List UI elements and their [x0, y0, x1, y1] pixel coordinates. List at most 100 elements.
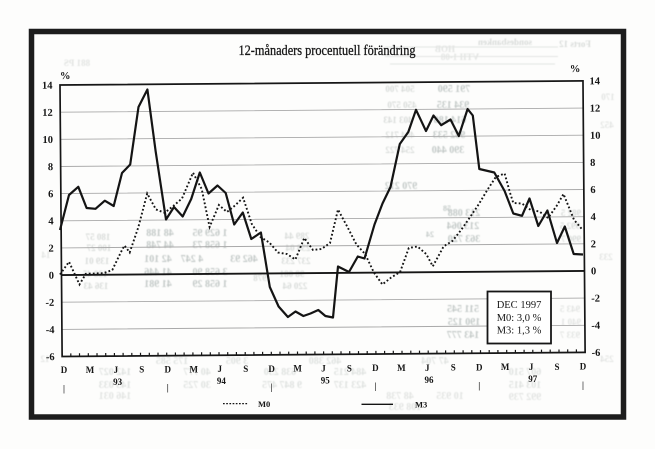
- svg-text:J: J: [321, 363, 326, 373]
- svg-text:2: 2: [591, 239, 596, 250]
- svg-text:462 93: 462 93: [230, 254, 258, 265]
- svg-text:M: M: [293, 364, 302, 374]
- svg-text:1 658 73: 1 658 73: [193, 240, 228, 251]
- svg-text:3 905: 3 905: [226, 356, 249, 367]
- svg-text:170: 170: [601, 92, 615, 102]
- svg-text:4: 4: [48, 216, 54, 227]
- svg-text:12-månaders procentuell föränd: 12-månaders procentuell förändring: [239, 43, 416, 59]
- svg-text:390 440: 390 440: [432, 145, 465, 156]
- svg-text:41 446: 41 446: [144, 267, 172, 278]
- svg-text:3 658 90: 3 658 90: [193, 267, 228, 278]
- svg-text:220 64: 220 64: [282, 281, 307, 291]
- svg-text:|: |: [478, 381, 480, 391]
- svg-text:VTII 1-08: VTII 1-08: [440, 52, 479, 62]
- svg-text:14: 14: [41, 250, 51, 260]
- svg-text:-4: -4: [46, 325, 56, 336]
- svg-text:190 125: 190 125: [448, 317, 481, 328]
- svg-text:4: 4: [591, 212, 597, 223]
- svg-text:978: 978: [253, 273, 267, 283]
- svg-text:J: J: [529, 362, 534, 372]
- svg-text:10: 10: [42, 135, 53, 146]
- svg-text:44 748: 44 748: [146, 240, 174, 251]
- svg-text:982 5: 982 5: [560, 208, 581, 218]
- svg-text:933 7: 933 7: [559, 330, 580, 340]
- svg-text:HOB: HOB: [435, 44, 455, 54]
- svg-text:12: 12: [590, 104, 601, 115]
- svg-text:145 033: 145 033: [99, 380, 132, 391]
- svg-text:175 585: 175 585: [156, 356, 189, 367]
- svg-text:97: 97: [528, 374, 538, 384]
- svg-text:12: 12: [42, 108, 53, 119]
- svg-text:M0: 3,0 %: M0: 3,0 %: [497, 313, 542, 324]
- svg-text:233: 233: [599, 252, 613, 262]
- svg-text:142 027: 142 027: [99, 367, 132, 378]
- svg-text:30 725: 30 725: [183, 380, 211, 391]
- svg-text:143 777: 143 777: [447, 330, 480, 341]
- svg-text:791 590: 791 590: [438, 84, 471, 95]
- svg-text:93: 93: [113, 377, 123, 387]
- svg-text:48 188: 48 188: [146, 228, 174, 239]
- svg-text:Forts 12: Forts 12: [559, 39, 591, 49]
- svg-text:934 135: 934 135: [437, 100, 470, 111]
- svg-text:2: 2: [48, 244, 53, 255]
- svg-text:|: |: [374, 381, 376, 391]
- svg-text:-4: -4: [591, 321, 601, 332]
- svg-text:M0: M0: [258, 399, 270, 409]
- svg-text:462 380: 462 380: [309, 356, 342, 367]
- svg-text:881 PS: 881 PS: [64, 58, 90, 68]
- svg-text:|: |: [271, 382, 273, 392]
- svg-text:M: M: [501, 362, 510, 372]
- svg-text:|: |: [582, 380, 584, 390]
- svg-text:41 981: 41 981: [144, 279, 172, 290]
- svg-text:213 088: 213 088: [448, 208, 481, 219]
- svg-text:94: 94: [217, 376, 227, 386]
- svg-text:S: S: [451, 363, 456, 373]
- svg-text:D: D: [61, 365, 68, 375]
- svg-text:0: 0: [49, 271, 54, 282]
- svg-text:0: 0: [591, 266, 596, 277]
- svg-text:40 777: 40 777: [183, 367, 211, 378]
- svg-text:D: D: [580, 362, 587, 372]
- svg-text:404 712: 404 712: [385, 130, 415, 140]
- svg-text:-2: -2: [45, 298, 54, 309]
- svg-text:42 101: 42 101: [144, 254, 172, 265]
- svg-text:940 1: 940 1: [560, 317, 581, 327]
- svg-text:237 233: 237 233: [281, 256, 311, 266]
- svg-text:982 533: 982 533: [433, 130, 466, 141]
- svg-text:10 935: 10 935: [436, 391, 464, 402]
- svg-text:289 44: 289 44: [284, 231, 309, 241]
- svg-text:990 7: 990 7: [560, 234, 581, 244]
- svg-text:403 143: 403 143: [383, 115, 413, 125]
- svg-text:943 5: 943 5: [559, 304, 580, 314]
- svg-text:|: |: [63, 383, 65, 393]
- svg-text:%: %: [570, 64, 581, 75]
- svg-text:363 720: 363 720: [448, 234, 481, 245]
- svg-text:95: 95: [321, 376, 331, 386]
- svg-text:607 510: 607 510: [509, 367, 542, 378]
- svg-text:504 700: 504 700: [385, 84, 415, 94]
- svg-text:484 215: 484 215: [334, 367, 367, 378]
- svg-text:9 847 475: 9 847 475: [262, 380, 302, 391]
- svg-text:8: 8: [590, 158, 595, 169]
- svg-text:4 247: 4 247: [181, 254, 204, 265]
- svg-text:6: 6: [48, 189, 53, 200]
- svg-text:423 137: 423 137: [334, 380, 367, 391]
- svg-text:970 212: 970 212: [385, 181, 418, 192]
- svg-text:254: 254: [600, 354, 614, 364]
- svg-text:D: D: [372, 363, 379, 373]
- svg-text:108 933: 108 933: [389, 402, 422, 413]
- svg-text:139 01: 139 01: [84, 256, 109, 266]
- svg-text:-6: -6: [592, 348, 601, 359]
- svg-text:96: 96: [425, 375, 435, 385]
- svg-text:S: S: [554, 362, 559, 372]
- svg-text:M: M: [397, 363, 406, 373]
- svg-text:14: 14: [42, 81, 53, 92]
- svg-text:sondesbanken: sondesbanken: [478, 37, 532, 47]
- svg-text:136 43: 136 43: [83, 281, 108, 291]
- svg-text:213 064: 213 064: [447, 221, 480, 232]
- svg-text:|: |: [167, 383, 169, 393]
- svg-text:6: 6: [590, 185, 595, 196]
- svg-text:992 5: 992 5: [559, 221, 580, 231]
- svg-text:24: 24: [426, 230, 434, 239]
- svg-text:1 629 95: 1 629 95: [193, 228, 228, 239]
